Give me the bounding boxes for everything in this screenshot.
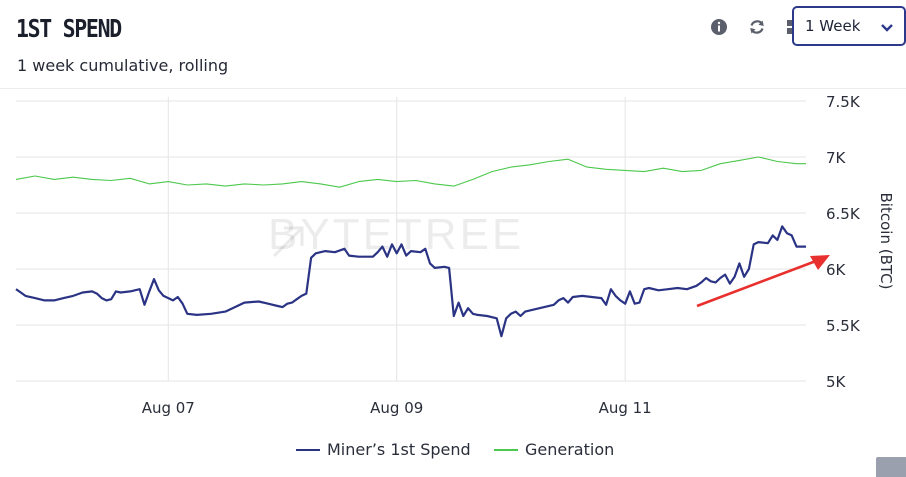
- chevron-down-icon: [880, 20, 894, 34]
- scroll-button[interactable]: [876, 457, 906, 477]
- annotation-arrow-line: [696, 259, 817, 308]
- legend-swatch-miner: [296, 448, 320, 451]
- chart-toolbar: 1 Week: [666, 0, 906, 60]
- legend-label-miner: Miner’s 1st Spend: [327, 440, 471, 459]
- x-tick-label: Aug 07: [142, 399, 195, 417]
- y-tick-label: 5K: [826, 373, 847, 391]
- chart-subtitle: 1 week cumulative, rolling: [17, 56, 229, 75]
- y-tick-label: 5.5K: [826, 317, 861, 335]
- legend-label-generation: Generation: [525, 440, 615, 459]
- legend-item-generation[interactable]: Generation: [494, 440, 614, 459]
- x-tick-label: Aug 11: [599, 399, 652, 417]
- legend-swatch-generation: [494, 448, 518, 451]
- line-chart: 5K 5.5K 6K 6.5K 7K 7.5K Aug 07 Aug 09 Aug 11 Bitc…: [15, 93, 895, 417]
- legend-item-miner[interactable]: Miner’s 1st Spend: [296, 440, 471, 459]
- info-icon[interactable]: [710, 18, 728, 36]
- annotation-arrow-head: [810, 255, 830, 270]
- refresh-icon[interactable]: [748, 18, 766, 36]
- x-tick-label: Aug 09: [370, 399, 423, 417]
- y-tick-label: 6K: [826, 261, 847, 279]
- chart-title: 1ST SPEND: [16, 14, 122, 43]
- series-line-miner-1st-spend: [15, 225, 806, 338]
- y-axis-title: Bitcoin (BTC): [877, 193, 895, 290]
- chart-legend: Miner’s 1st Spend Generation: [0, 440, 906, 462]
- y-tick-label: 7K: [826, 149, 847, 167]
- y-tick-label: 6.5K: [826, 205, 861, 223]
- series-line-generation: [15, 156, 806, 188]
- header-divider: [0, 88, 906, 89]
- range-select[interactable]: 1 Week: [792, 6, 906, 46]
- range-select-value: 1 Week: [805, 17, 861, 35]
- y-tick-label: 7.5K: [826, 93, 861, 111]
